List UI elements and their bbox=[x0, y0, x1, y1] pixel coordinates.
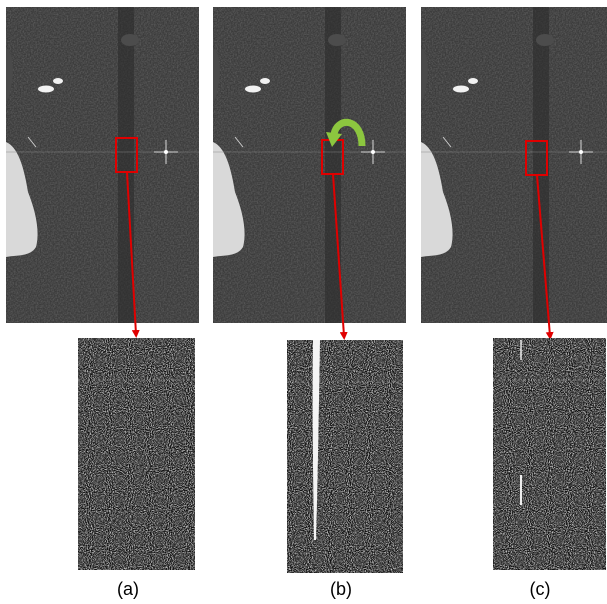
crop-c bbox=[493, 338, 606, 570]
shift-arrow bbox=[330, 118, 366, 147]
sar-scene-a bbox=[6, 7, 199, 323]
caption: (b) bbox=[330, 579, 352, 599]
roi-box bbox=[525, 140, 548, 176]
sar-scene-c bbox=[421, 7, 607, 323]
zoom-arrow bbox=[536, 174, 554, 340]
roi-box bbox=[115, 137, 138, 173]
caption: (c) bbox=[530, 579, 551, 599]
crop-a bbox=[78, 338, 195, 570]
zoom-arrow bbox=[332, 173, 348, 340]
sar-scene-b bbox=[213, 7, 406, 323]
zoom-arrow bbox=[126, 171, 140, 338]
shift-arrow-head bbox=[326, 132, 342, 147]
caption: (a) bbox=[117, 579, 139, 599]
crop-b bbox=[287, 340, 403, 573]
